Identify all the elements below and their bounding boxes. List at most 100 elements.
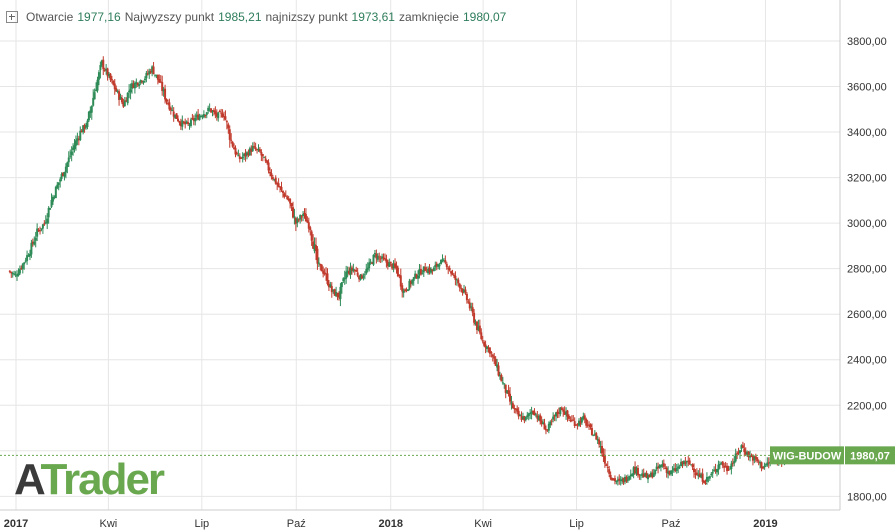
candle-body [20,267,23,269]
candle-body [77,138,80,140]
candle-body [323,272,326,275]
candle-body [304,214,307,222]
candle-body [521,416,524,420]
candle-body [659,465,662,468]
candle-body [589,424,592,428]
candle-body [135,82,138,84]
candle-body [23,262,26,265]
candle-body [248,148,251,156]
candle-body [579,421,582,424]
candle-body [544,429,547,431]
candle-body [293,216,296,218]
candle-body [524,416,527,420]
candle-body [435,263,438,267]
candle-body [212,110,215,112]
candle-body [651,472,654,478]
candle-body [731,462,734,464]
candle-body [757,461,760,463]
candle-body [126,92,129,104]
candle-body [181,120,184,127]
candle-body [756,457,759,462]
series-tag-box [770,446,844,465]
candle-body [572,419,575,421]
candle-body [125,100,128,102]
candle-body [619,479,622,482]
candle-body [53,196,56,198]
candle-body [576,424,579,426]
candle-body [549,421,552,426]
candle-body [289,198,292,204]
candle-body [411,279,414,284]
x-tick-label: Paź [287,518,306,530]
candle-body [654,469,657,475]
candle-body [73,145,76,149]
candle-body [406,289,409,291]
candle-body [33,241,36,245]
candle-body [429,268,432,273]
candle-body [662,463,665,467]
candle-body [191,118,194,120]
candle-body [283,193,286,197]
open-label: Otwarcie [26,10,74,24]
x-tick-label: 2019 [753,518,777,530]
candle-body [652,473,655,477]
candle-body [741,445,744,448]
candle-body [164,88,167,100]
candle-body [51,196,54,202]
candle-body [595,433,598,440]
candle-body [753,456,756,461]
candle-body [337,295,340,298]
candle-body [258,149,261,152]
candle-body [687,460,690,462]
candle-body [54,186,57,199]
candle-body [625,476,628,482]
candle-body [116,90,119,92]
candle-body [759,462,762,464]
candle-body [738,450,741,454]
candle-body [586,424,589,426]
candle-body [737,452,740,454]
close-label: zamknięcie [398,10,459,24]
candle-body [621,479,624,482]
candle-body [363,274,366,276]
candle-body [648,475,651,478]
candle-body [609,474,612,479]
candle-body [195,115,198,118]
candle-body [348,271,351,274]
expand-plus-icon[interactable] [6,11,18,23]
candle-body [235,153,238,155]
candle-body [352,268,355,272]
candle-body [555,412,558,417]
candle-body [50,199,53,207]
candle-body [391,263,394,269]
candle-body [263,157,266,159]
candle-body [47,207,50,218]
y-tick-label: 3800,00 [847,36,887,48]
candle-body [378,256,381,258]
candle-body [205,112,208,115]
candle-body [369,261,372,263]
candle-body [16,275,19,277]
low-value: 1973,61 [351,10,395,24]
candle-body [468,302,471,309]
candle-body [629,474,632,477]
candle-body [454,275,457,280]
candle-body [536,415,539,419]
candle-body [76,138,79,141]
candle-body [320,264,323,272]
candle-body [10,271,13,274]
candle-body [475,321,478,330]
candle-body [261,154,264,157]
candle-body [664,467,667,469]
candle-body [631,473,634,477]
candle-body [375,253,378,259]
candle-body [100,60,103,66]
candle-body [241,156,244,159]
candle-body [243,153,246,157]
candle-body [97,72,100,80]
candle-body [145,72,148,79]
candle-body [307,222,310,229]
candle-body [490,352,493,354]
candle-body [198,115,201,120]
